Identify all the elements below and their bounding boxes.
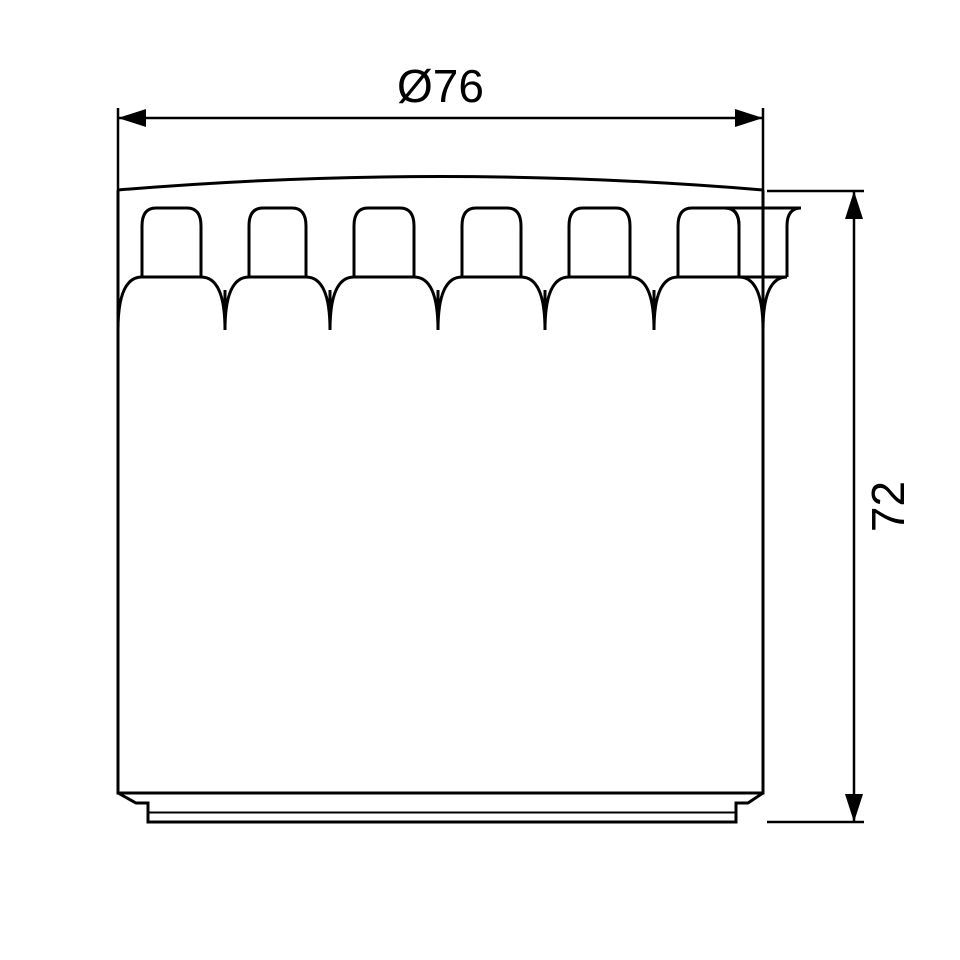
flute-cell — [462, 208, 521, 277]
seal-plate-outline — [118, 793, 763, 822]
flute-cell — [249, 208, 306, 277]
flute-cell — [678, 208, 739, 277]
filter-body-outline — [118, 204, 763, 793]
arrowhead — [845, 191, 863, 219]
dim-label-height: 72 — [862, 481, 914, 532]
flute-cell — [142, 208, 201, 277]
flute-cell — [354, 208, 414, 277]
arrowhead — [845, 794, 863, 822]
filter-crown-arc — [118, 177, 763, 191]
arrowhead — [118, 109, 146, 127]
dim-label-diameter: Ø76 — [397, 60, 484, 112]
flute-cell — [569, 208, 630, 277]
arrowhead — [735, 109, 763, 127]
engineering-drawing: Ø76 72 — [0, 0, 960, 960]
flute-scallop-lower — [118, 277, 787, 330]
